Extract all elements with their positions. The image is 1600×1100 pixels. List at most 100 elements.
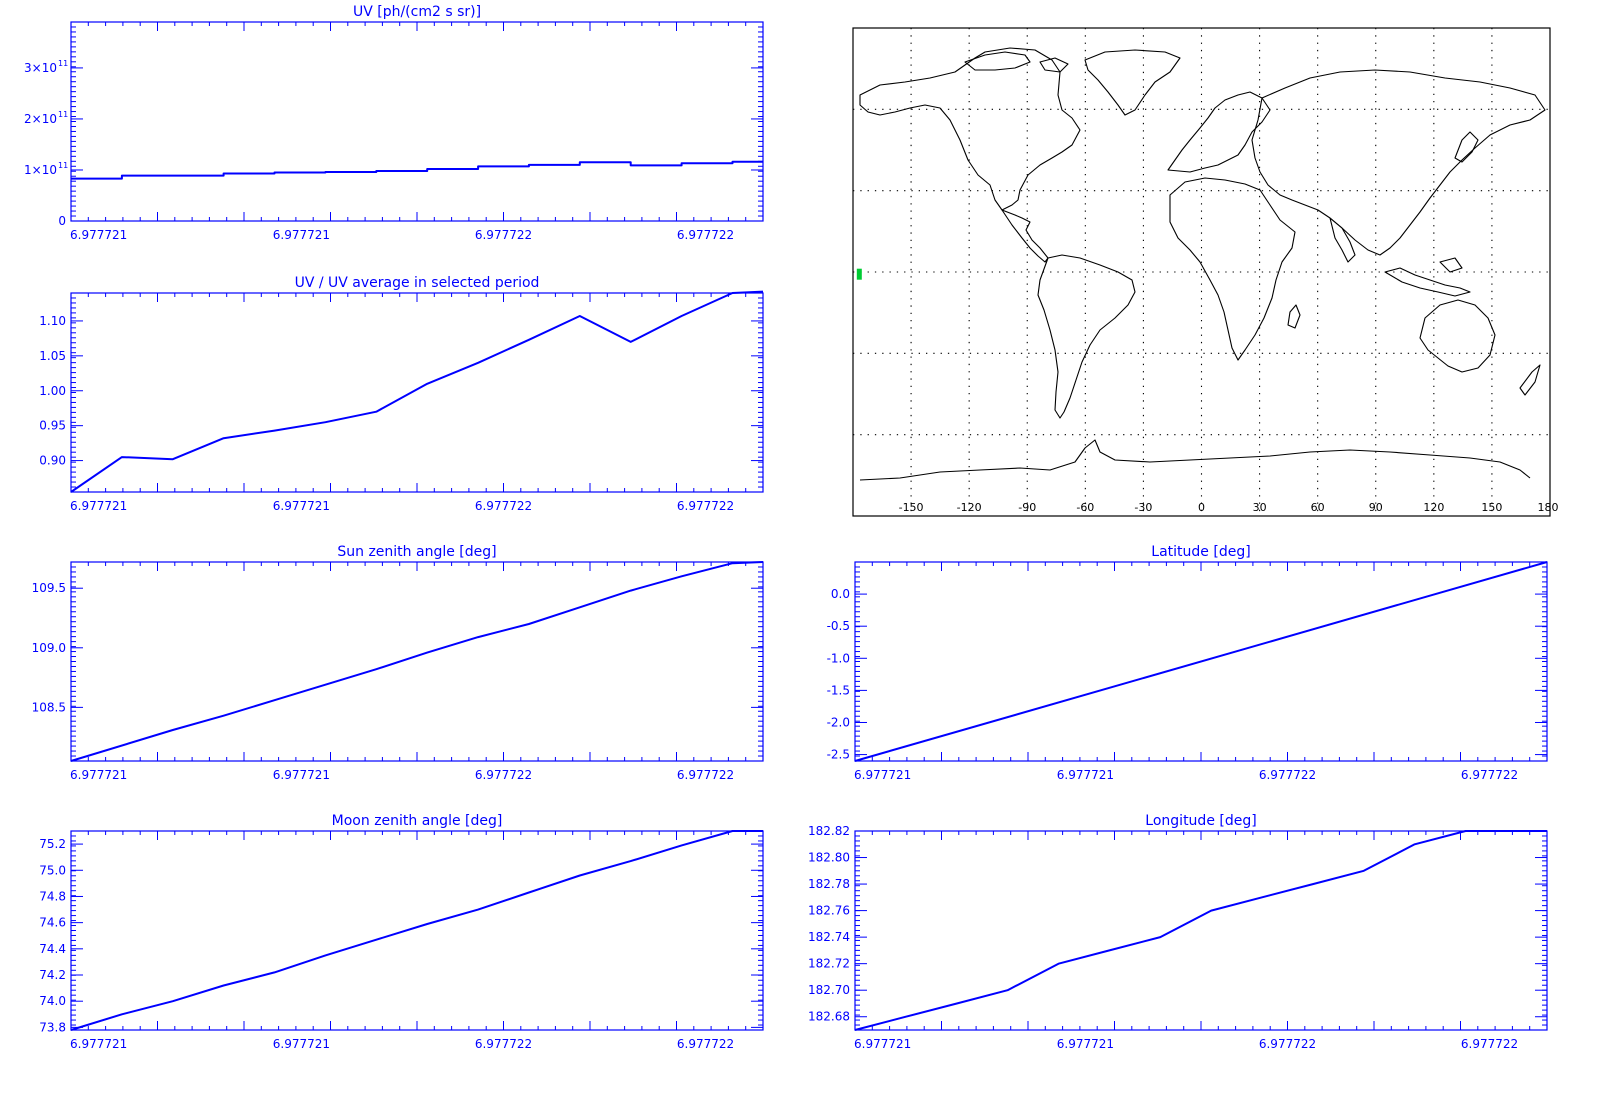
plot-title: Moon zenith angle [deg] — [332, 813, 503, 829]
coastline-africa — [1169, 177, 1296, 361]
y-tick-label: 2×10 — [24, 112, 57, 126]
y-tick-label: 182.74 — [808, 930, 850, 944]
map-longitude-labels: -150 -120 -90 -60 -30 0 30 60 90 120 150 180 — [899, 501, 1559, 514]
y-tick-label: 74.6 — [39, 916, 66, 930]
y-tick-label: 0 — [58, 214, 66, 228]
y-tick-exponent: 11 — [58, 110, 68, 119]
map-longitude-label: 30 — [1253, 501, 1267, 514]
y-tick-label: 182.70 — [808, 983, 850, 997]
y-tick-label: 182.80 — [808, 851, 850, 865]
map-longitude-label: 180 — [1538, 501, 1559, 514]
y-tick-label: 74.4 — [39, 942, 66, 956]
map-longitude-label: -90 — [1018, 501, 1036, 514]
plot-frame — [70, 561, 764, 762]
map-longitude-label: 150 — [1481, 501, 1502, 514]
x-tick-label: 6.977721 — [273, 228, 330, 242]
series-line-longitude — [854, 830, 1547, 1031]
y-tick-label: 75.0 — [39, 863, 66, 877]
map-longitude-label: 60 — [1311, 501, 1325, 514]
series-line-moon-zenith — [70, 830, 763, 1031]
plot-frame — [70, 21, 764, 222]
series-line-sun-zenith — [70, 561, 764, 762]
plot-uv: UV [ph/(cm2 s sr)]01×10 112×10 113×10 116.9… — [24, 4, 764, 242]
series-line-uv-ratio — [70, 290, 764, 493]
coastline-india — [1329, 217, 1356, 263]
x-tick-label: 6.977721 — [854, 768, 911, 782]
y-tick-label: 182.72 — [808, 957, 850, 971]
y-tick-label: 1.10 — [39, 314, 66, 328]
coastline-japan — [1454, 131, 1479, 163]
y-tick-label: 108.5 — [32, 700, 66, 714]
y-tick-label: 0.95 — [39, 419, 66, 433]
x-tick-label: 6.977721 — [1057, 768, 1114, 782]
x-tick-label: 6.977722 — [677, 768, 734, 782]
y-tick-label: 0.0 — [831, 587, 850, 601]
map-longitude-label: 90 — [1369, 501, 1383, 514]
coastline-asia — [1251, 69, 1546, 256]
x-tick-label: 6.977721 — [70, 228, 127, 242]
y-tick-label: 1.05 — [39, 349, 66, 363]
x-tick-label: 6.977721 — [273, 768, 330, 782]
map-longitude-label: -150 — [899, 501, 924, 514]
x-tick-label: 6.977722 — [1461, 1037, 1518, 1051]
coastline-madagascar — [1287, 304, 1301, 329]
x-tick-label: 6.977722 — [677, 499, 734, 513]
x-tick-label: 6.977722 — [1259, 1037, 1316, 1051]
y-tick-label: 74.8 — [39, 889, 66, 903]
y-tick-label: 75.2 — [39, 837, 66, 851]
x-tick-label: 6.977721 — [70, 768, 127, 782]
y-tick-label: 182.76 — [808, 904, 850, 918]
x-tick-label: 6.977721 — [70, 1037, 127, 1051]
y-tick-label: 0.90 — [39, 454, 66, 468]
plot-title: UV [ph/(cm2 s sr)] — [353, 4, 481, 20]
y-tick-exponent: 11 — [58, 161, 68, 170]
x-tick-label: 6.977722 — [1461, 768, 1518, 782]
coastline-new-zealand — [1519, 364, 1541, 396]
y-tick-label: -2.0 — [827, 715, 850, 729]
y-tick-exponent: 11 — [58, 59, 68, 68]
x-tick-label: 6.977721 — [273, 1037, 330, 1051]
plot-frame — [70, 830, 764, 1031]
map-longitude-label: -60 — [1076, 501, 1094, 514]
plot-sun-zenith: Sun zenith angle [deg] 108.5 109.0 109.5 6.9… — [32, 544, 764, 782]
satellite-track-marker — [856, 268, 862, 280]
map-longitude-label: -120 — [957, 501, 982, 514]
x-tick-label: 6.977722 — [475, 228, 532, 242]
map-longitude-label: 0 — [1198, 501, 1205, 514]
coastline-indonesia — [1384, 257, 1471, 297]
coastline-arctic-islands — [964, 51, 1069, 73]
x-tick-label: 6.977722 — [677, 1037, 734, 1051]
map-frame — [852, 27, 1551, 517]
plot-frame — [854, 561, 1548, 762]
y-tick-label: 109.5 — [32, 581, 66, 595]
plot-moon-zenith: Moon zenith angle [deg] 73.8 74.0 74.2 74.4 7… — [39, 813, 764, 1051]
coastline-australia — [1419, 299, 1496, 373]
plot-frame — [854, 830, 1548, 1031]
y-tick-label: 182.68 — [808, 1010, 850, 1024]
plot-title: Sun zenith angle [deg] — [337, 544, 496, 560]
x-tick-label: 6.977721 — [1057, 1037, 1114, 1051]
plots-layer: UV [ph/(cm2 s sr)]01×10 112×10 113×10 116.9… — [24, 4, 1548, 1051]
x-tick-label: 6.977722 — [1259, 768, 1316, 782]
y-tick-label: 109.0 — [32, 641, 66, 655]
y-tick-label: -1.5 — [827, 683, 850, 697]
plot-title: UV / UV average in selected period — [295, 275, 540, 291]
series-line-uv — [71, 160, 763, 180]
map-longitude-label: -30 — [1134, 501, 1152, 514]
coastline-central-america — [1001, 209, 1049, 263]
y-tick-label: -0.5 — [827, 619, 850, 633]
plot-frame — [70, 292, 764, 493]
y-tick-label: 1.00 — [39, 384, 66, 398]
x-tick-label: 6.977722 — [475, 768, 532, 782]
y-tick-label: 73.8 — [39, 1020, 66, 1034]
plot-title: Longitude [deg] — [1145, 813, 1256, 829]
coastline-greenland — [1084, 49, 1181, 116]
x-tick-label: 6.977722 — [677, 228, 734, 242]
x-tick-label: 6.977722 — [475, 499, 532, 513]
plot-uv-ratio: UV / UV average in selected period 0.90 0.… — [39, 275, 764, 513]
y-tick-label: 3×10 — [24, 61, 57, 75]
x-tick-label: 6.977721 — [854, 1037, 911, 1051]
plot-latitude: Latitude [deg] -2.5 -2.0 -1.5 -1.0 -0.5 0.0 6.9… — [827, 544, 1548, 782]
map-longitude-label: 120 — [1423, 501, 1444, 514]
